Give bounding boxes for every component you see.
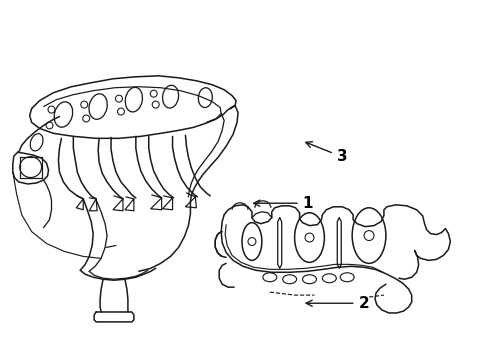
Text: 1: 1 — [253, 196, 313, 211]
Text: 2: 2 — [305, 296, 368, 311]
Text: 3: 3 — [305, 142, 346, 164]
